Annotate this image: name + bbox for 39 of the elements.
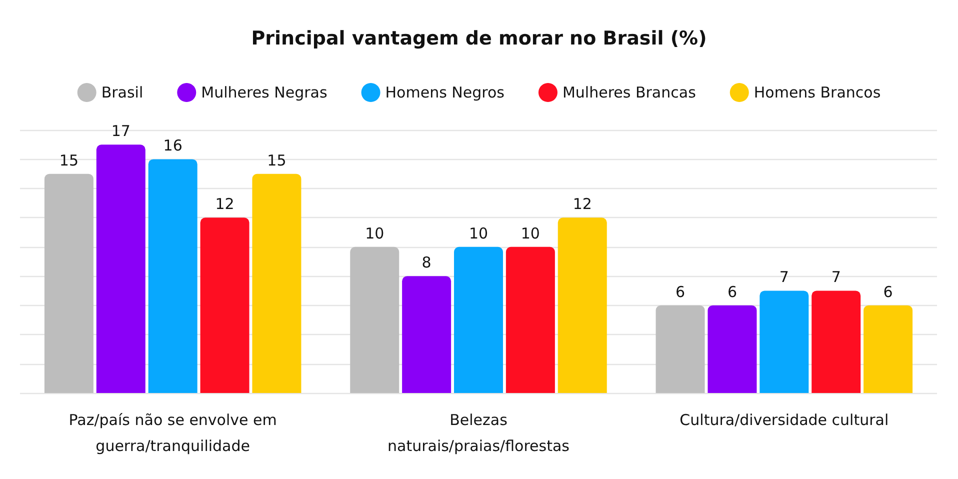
- data-label: 7: [831, 268, 841, 286]
- x-tick-label: Paz/país não se envolve em guerra/tranquilidade: [68, 411, 277, 455]
- bar: [454, 246, 503, 393]
- data-label: 10: [365, 224, 384, 242]
- legend-label: Homens Brancos: [754, 84, 881, 102]
- bar: [96, 144, 146, 393]
- data-label: 10: [468, 224, 488, 242]
- bar: [402, 276, 452, 393]
- data-label: 6: [676, 282, 686, 301]
- x-tick-label: Cultura/diversidade cultural: [680, 411, 889, 429]
- x-tick-label: Belezas naturais/praias/florestas: [388, 411, 570, 455]
- data-label: 10: [520, 224, 540, 242]
- bar: [506, 246, 555, 393]
- legend-label: Mulheres Brancas: [562, 84, 696, 102]
- legend-label: Homens Negros: [385, 84, 505, 102]
- bar: [812, 290, 861, 393]
- bar: [558, 218, 607, 393]
- data-label: 12: [572, 195, 592, 214]
- data-label: 6: [883, 282, 893, 301]
- data-label: 8: [422, 254, 432, 272]
- bar: [656, 305, 705, 393]
- bar: [148, 159, 198, 393]
- data-label: 15: [59, 151, 78, 170]
- bar: [252, 174, 302, 393]
- data-label: 17: [111, 122, 130, 140]
- data-label: 6: [727, 282, 737, 301]
- bar: [708, 305, 757, 393]
- data-label: 15: [267, 151, 286, 170]
- data-label: 7: [779, 268, 789, 286]
- bar: [350, 246, 400, 393]
- chart-title: Principal vantagem de morar no Brasil (%): [251, 28, 707, 50]
- legend-label: Mulheres Negras: [201, 84, 328, 102]
- legend-label: Brasil: [101, 84, 144, 102]
- bar: [200, 218, 250, 393]
- data-label: 16: [163, 136, 182, 155]
- bar: [760, 290, 809, 393]
- bar: [864, 305, 913, 393]
- data-label: 12: [215, 195, 234, 214]
- bar: [44, 174, 94, 393]
